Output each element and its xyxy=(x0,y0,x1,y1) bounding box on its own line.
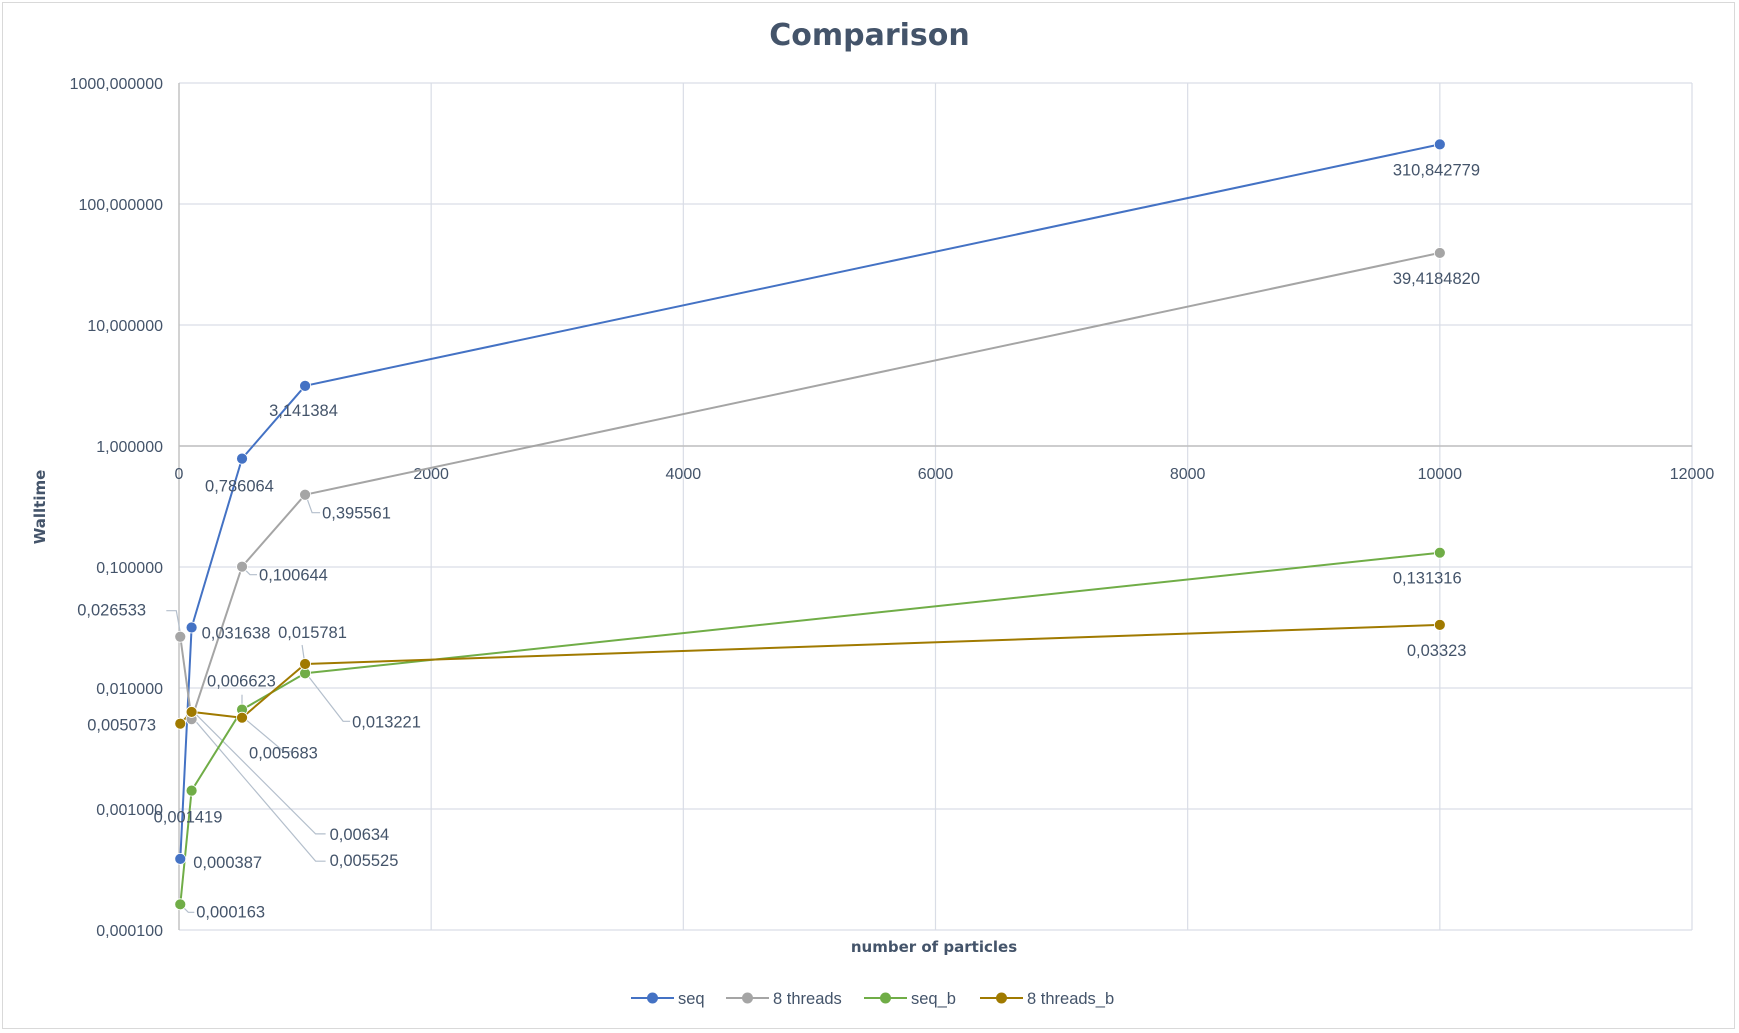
y-tick-label: 1,000000 xyxy=(96,439,163,456)
data-point xyxy=(236,560,248,573)
data-point xyxy=(1433,138,1446,151)
data-label: 0,000163 xyxy=(196,903,265,921)
x-tick-label: 10000 xyxy=(1418,466,1463,483)
label-leader-lines xyxy=(166,498,351,913)
data-label: 0,005683 xyxy=(249,745,318,763)
x-tick-label: 8000 xyxy=(1170,466,1206,483)
legend-label: seq_b xyxy=(911,990,956,1008)
data-point xyxy=(236,711,248,724)
y-tick-label: 0,000100 xyxy=(96,923,163,940)
legend-swatch-marker xyxy=(880,992,891,1004)
legend-label: seq xyxy=(678,990,705,1008)
x-tick-label: 4000 xyxy=(666,466,702,483)
data-point xyxy=(185,784,198,797)
data-point xyxy=(174,630,187,643)
legend-swatch-marker xyxy=(647,992,658,1004)
data-label: 0,031638 xyxy=(202,624,271,642)
data-label: 0,006623 xyxy=(207,673,276,691)
data-label: 0,005525 xyxy=(330,852,399,870)
x-tick-label: 6000 xyxy=(918,466,954,483)
data-labels: 0,000387 0,031638 0,786064 3,141384 310,8427… xyxy=(77,161,1480,921)
chart-title: Comparison xyxy=(769,18,970,53)
data-point xyxy=(174,852,187,865)
y-tick-label: 10,000000 xyxy=(87,318,163,335)
label-leader-line xyxy=(166,610,181,633)
data-label: 0,000387 xyxy=(193,854,262,872)
y-axis-title: Walltime xyxy=(31,470,49,545)
x-axis-title: number of particles xyxy=(851,938,1017,956)
axes: 0,000100 0,001000 0,010000 0,100000 1,000000… xyxy=(70,76,1715,940)
label-leader-line xyxy=(301,644,305,660)
data-label: 0,395561 xyxy=(322,505,391,523)
data-label: 0,100644 xyxy=(259,567,328,585)
data-point xyxy=(1433,247,1446,259)
label-leader-line xyxy=(308,676,351,722)
data-label: 39,4184820 xyxy=(1393,270,1480,288)
data-point xyxy=(299,658,311,670)
data-point xyxy=(299,379,311,392)
data-label: 0,786064 xyxy=(205,478,274,496)
y-tick-label: 0,010000 xyxy=(96,681,163,698)
label-leader-line xyxy=(195,720,326,862)
data-point xyxy=(185,706,198,718)
y-tick-label: 0,100000 xyxy=(96,560,163,577)
label-leader-line xyxy=(306,498,321,514)
data-label: 0,00634 xyxy=(330,826,390,844)
label-leader-line xyxy=(195,713,326,835)
data-label: 0,001419 xyxy=(154,809,223,827)
data-point xyxy=(1433,546,1446,559)
series-line-3 xyxy=(179,623,1440,725)
legend-swatch-marker xyxy=(996,992,1007,1004)
label-leader-line xyxy=(245,719,291,753)
x-tick-label: 0 xyxy=(175,466,184,483)
data-point xyxy=(299,488,311,501)
data-point xyxy=(1433,618,1446,631)
series-line-1 xyxy=(179,251,1441,721)
data-label: 0,131316 xyxy=(1393,570,1462,588)
y-tick-label: 1000,000000 xyxy=(70,76,164,93)
series-line-0 xyxy=(179,143,1441,859)
series-lines xyxy=(179,143,1441,905)
legend-swatch-marker xyxy=(742,992,753,1004)
data-point xyxy=(174,717,187,730)
legend: seq 8 threads seq_b 8 threads_b xyxy=(631,990,1114,1008)
grid-lines xyxy=(179,82,1693,931)
data-point xyxy=(174,898,187,911)
legend-label: 8 threads_b xyxy=(1027,990,1114,1008)
data-label: 310,842779 xyxy=(1393,161,1480,179)
data-label: 0,005073 xyxy=(87,717,156,735)
legend-label: 8 threads xyxy=(773,990,842,1008)
x-tick-label: 12000 xyxy=(1670,466,1715,483)
data-point xyxy=(236,452,248,465)
data-label: 0,015781 xyxy=(278,624,347,642)
data-label: 0,03323 xyxy=(1407,642,1467,660)
data-points xyxy=(174,138,1446,911)
data-label: 0,013221 xyxy=(352,713,421,731)
data-point xyxy=(185,621,198,634)
y-tick-label: 100,000000 xyxy=(78,197,163,214)
y-tick-label: 0,001000 xyxy=(96,802,163,819)
data-label: 3,141384 xyxy=(269,402,338,420)
data-label: 0,026533 xyxy=(77,602,146,620)
